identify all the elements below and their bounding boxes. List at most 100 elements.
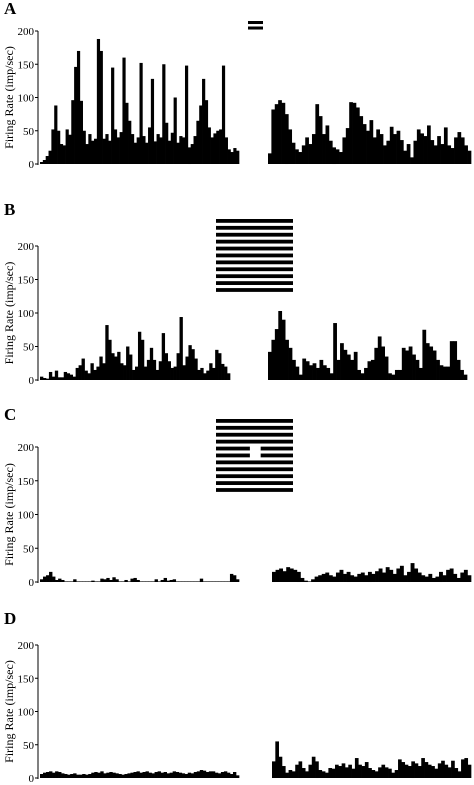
histogram-bar [384, 767, 389, 778]
histogram-bar [464, 758, 469, 778]
histogram-bar [399, 565, 404, 582]
histogram-bar [208, 581, 213, 582]
histogram-bar [226, 581, 231, 582]
histogram-bar [170, 367, 174, 380]
histogram-bar [422, 329, 427, 380]
histogram-bar [377, 336, 382, 380]
y-tick-label: 50 [23, 740, 35, 752]
histogram-bar [90, 363, 94, 380]
histogram-bar [444, 764, 449, 778]
histogram-bar [433, 145, 438, 164]
histogram-series-2 [268, 100, 472, 165]
histogram-bar [139, 581, 143, 582]
histogram-bar [275, 741, 279, 778]
histogram-bar [367, 361, 372, 380]
histogram-bar [226, 772, 231, 778]
histogram-bar [349, 102, 353, 164]
histogram-bar [288, 770, 293, 778]
histogram-bar [69, 374, 74, 380]
histogram-bar [178, 772, 183, 778]
histogram-bar [431, 577, 436, 582]
histogram-bar [60, 377, 65, 380]
histogram-bar [111, 67, 115, 164]
histogram-bar [339, 569, 344, 582]
histogram-bar [45, 378, 50, 380]
histogram-bar [114, 356, 118, 380]
histogram-bar [68, 134, 72, 164]
histogram-bar [40, 774, 44, 778]
histogram-bar [295, 764, 299, 778]
histogram-bar [384, 356, 389, 380]
histogram-bar [350, 575, 355, 582]
histogram-series-2 [272, 741, 472, 779]
histogram-bar [423, 136, 428, 164]
histogram-bar [378, 568, 383, 582]
histogram-bar [76, 774, 80, 778]
histogram-bar [285, 772, 289, 778]
y-tick-label: 200 [18, 26, 35, 38]
histogram-bar [79, 581, 83, 582]
histogram-bar [130, 578, 134, 583]
histogram-bar [108, 339, 112, 380]
histogram-bar [128, 120, 132, 164]
histogram-bar [169, 772, 174, 778]
histogram-bar [421, 575, 426, 582]
grating-stripe [216, 253, 293, 258]
histogram-bar [447, 767, 452, 778]
histogram-bar [437, 136, 441, 164]
histogram-bar [322, 365, 327, 380]
histogram-bar [102, 363, 106, 380]
histogram-bar [425, 343, 430, 380]
histogram-bar [396, 130, 401, 164]
panel-label: A [4, 0, 17, 18]
histogram-bar [321, 573, 326, 582]
histogram-bar [293, 569, 298, 582]
histogram-bar [436, 359, 440, 380]
histogram-bar [346, 354, 351, 380]
histogram-bar [227, 149, 231, 164]
histogram-bar [57, 377, 62, 380]
histogram-bar [151, 581, 155, 582]
histogram-bar [206, 370, 210, 380]
histogram-bar [165, 122, 169, 164]
histogram-bar [49, 571, 53, 583]
histogram-bar [221, 65, 226, 164]
histogram-bar [381, 346, 385, 380]
histogram-bar [40, 162, 44, 164]
histogram-bar [439, 365, 444, 380]
histogram-bar [371, 770, 376, 778]
histogram-bar [111, 353, 115, 380]
histogram-bar [453, 341, 458, 380]
histogram-bar [202, 581, 207, 582]
y-tick-label: 200 [18, 241, 35, 253]
histogram-bar [311, 134, 316, 164]
histogram-bar [278, 756, 283, 778]
histogram-bar [187, 772, 192, 778]
histogram-bar [274, 104, 279, 164]
histogram-bar [148, 772, 152, 778]
grating-stripe [216, 432, 293, 437]
histogram-bar [230, 152, 234, 164]
panel-label: D [4, 609, 16, 628]
histogram-bar [295, 366, 300, 380]
histogram-bar [343, 349, 348, 380]
histogram-bar [460, 369, 464, 380]
histogram-bar [182, 365, 186, 380]
histogram-bar [224, 366, 228, 380]
histogram-bar [429, 346, 434, 380]
histogram-bar [163, 577, 167, 582]
histogram-bar [281, 319, 286, 380]
histogram-bar [322, 134, 326, 164]
histogram-bar [268, 351, 272, 380]
histogram-bar [162, 64, 166, 164]
histogram-bar [344, 767, 349, 778]
histogram-bar [275, 569, 280, 582]
histogram-bar [196, 120, 200, 164]
histogram-bar [74, 66, 78, 164]
histogram-bar [121, 774, 125, 778]
histogram-bar [340, 343, 344, 380]
histogram-bar [424, 762, 429, 778]
histogram-bar [427, 125, 431, 164]
histogram-bar [214, 772, 219, 778]
histogram-bar [100, 578, 104, 583]
